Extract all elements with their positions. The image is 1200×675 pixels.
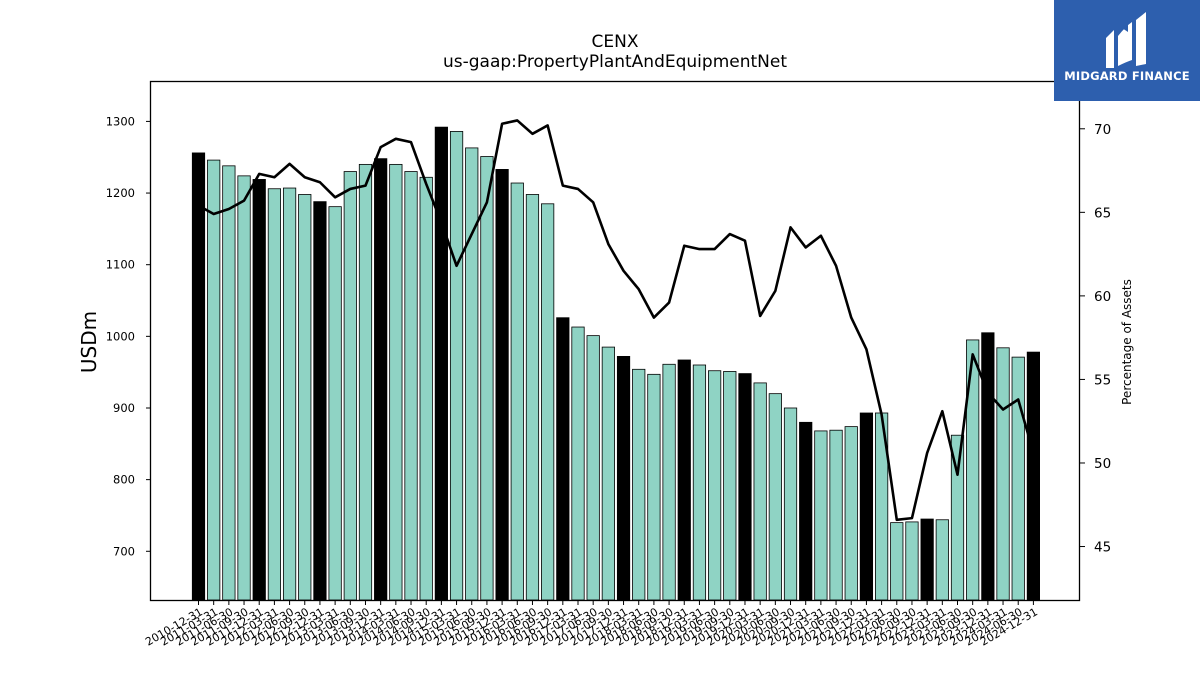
brand-logo: MIDGARD FINANCE: [1054, 0, 1200, 101]
bar: [738, 373, 752, 601]
bar: [799, 421, 813, 601]
bar: [692, 364, 707, 601]
bar: [343, 171, 357, 601]
bar: [935, 519, 949, 601]
bar: [829, 429, 843, 601]
percentage-line: [197, 119, 1035, 522]
bar: [662, 363, 676, 601]
bar: [313, 201, 327, 601]
bar: [647, 373, 661, 601]
chart-subtitle: us-gaap:PropertyPlantAndEquipmentNet: [443, 52, 787, 72]
bar: [510, 182, 524, 601]
bar: [571, 326, 585, 601]
bar: [890, 522, 904, 601]
bar: [282, 187, 297, 601]
y-tick-label: 1100: [106, 258, 135, 272]
y-tick-label: 1300: [106, 114, 135, 128]
bar: [1011, 356, 1025, 601]
bar: [374, 158, 388, 601]
y2-tick-label: 45: [1094, 540, 1111, 556]
y2-axis-label: Percentage of Assets: [1120, 279, 1134, 405]
y-axis-label: USDm: [77, 311, 101, 373]
y-tick-label: 700: [113, 544, 135, 558]
bar: [996, 347, 1010, 601]
bar: [252, 179, 266, 601]
bar: [328, 206, 342, 601]
bar: [981, 332, 995, 601]
bar: [389, 163, 403, 601]
bar-series: [191, 126, 1040, 601]
bar: [586, 335, 600, 601]
bar: [677, 359, 691, 601]
bar: [358, 163, 373, 601]
y2-tick-label: 55: [1094, 372, 1111, 388]
y-axis-right: 45 50 55 60 65 70: [1079, 122, 1111, 556]
bar: [905, 521, 919, 601]
bar: [525, 194, 540, 601]
bar: [434, 126, 448, 601]
bar: [783, 407, 798, 601]
bar: [222, 165, 236, 601]
bar: [298, 194, 312, 601]
bar: [601, 346, 615, 601]
line-series: [197, 119, 1035, 522]
bar: [814, 430, 828, 601]
chart-title: CENX: [591, 32, 639, 52]
x-axis: 2010-12-312011-03-312011-06-302011-09-30…: [143, 600, 1040, 649]
brand-name: MIDGARD FINANCE: [1064, 69, 1190, 83]
bar: [495, 169, 509, 601]
bar: [191, 152, 206, 601]
y-tick-label: 1000: [106, 329, 135, 343]
bar: [465, 147, 479, 601]
y-tick-label: 800: [113, 473, 135, 487]
bar: [723, 371, 737, 601]
y-tick-label: 1200: [106, 186, 135, 200]
bar: [449, 131, 464, 601]
bar: [419, 176, 433, 601]
bar: [844, 426, 858, 601]
bar: [267, 188, 282, 601]
bar: [708, 370, 722, 601]
plot-frame: [149, 80, 1081, 602]
bar: [753, 382, 767, 601]
bar: [859, 412, 874, 601]
y-tick-label: 900: [113, 401, 135, 415]
bar: [768, 393, 782, 601]
midgard-logo-icon: [1106, 12, 1146, 68]
bar: [1026, 351, 1040, 601]
y2-tick-label: 70: [1094, 122, 1111, 138]
bar: [480, 156, 494, 601]
bar: [556, 317, 570, 601]
bar: [541, 203, 555, 601]
bar: [207, 159, 221, 601]
bar: [632, 368, 646, 601]
bar: [237, 175, 251, 601]
y2-tick-label: 50: [1094, 456, 1111, 472]
y2-tick-label: 65: [1094, 205, 1111, 221]
bar: [920, 518, 934, 601]
y2-tick-label: 60: [1094, 289, 1111, 305]
bar: [616, 355, 631, 601]
bar: [404, 171, 418, 601]
y-axis-left: 700 800 900 1000 1100 1200 1300: [106, 114, 151, 558]
